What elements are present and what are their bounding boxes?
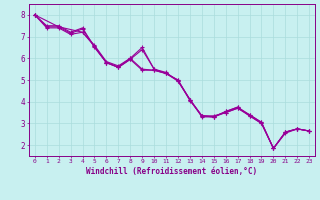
X-axis label: Windchill (Refroidissement éolien,°C): Windchill (Refroidissement éolien,°C) xyxy=(86,167,258,176)
